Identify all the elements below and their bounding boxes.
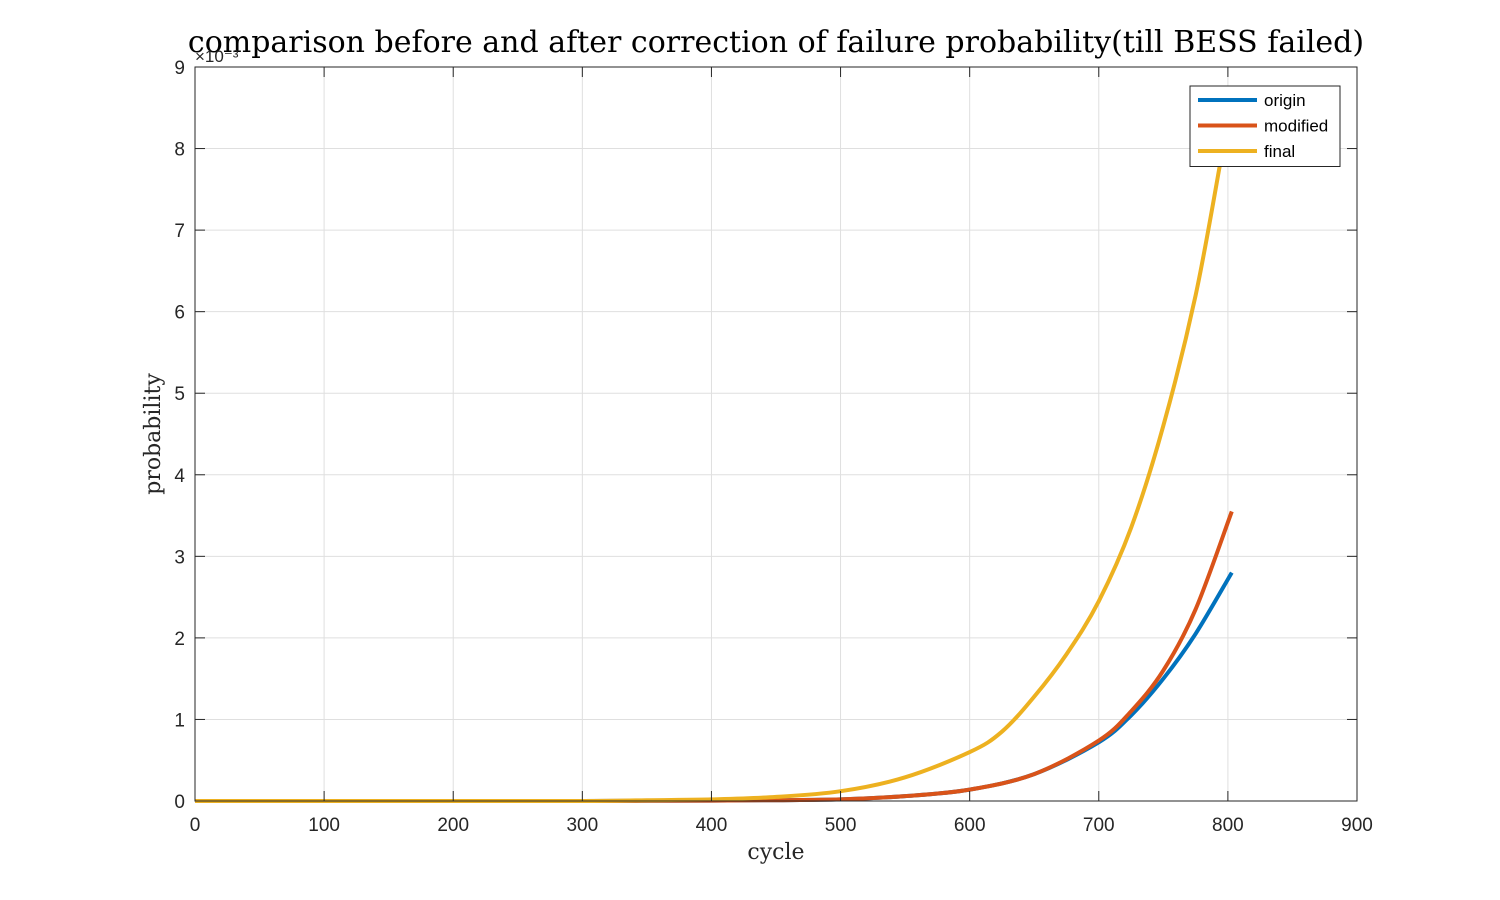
y-tick-label: 5 — [174, 384, 185, 405]
chart-title: comparison before and after correction o… — [188, 25, 1364, 60]
y-tick-label: 4 — [174, 466, 185, 487]
plot-area — [195, 67, 1357, 801]
axes-frame — [194, 66, 1358, 802]
tick-labels: 0 100 200 300 400 500 600 700 800 900 0 1 2 3 4 5 6 7 8 9 — [174, 58, 1372, 836]
legend-label-modified: modified — [1264, 117, 1328, 136]
x-tick-label: 900 — [1341, 815, 1373, 836]
y-tick-label: 6 — [174, 303, 185, 324]
y-tick-label: 3 — [174, 547, 185, 568]
x-tick-label: 0 — [190, 815, 201, 836]
x-axis-label: cycle — [747, 840, 804, 865]
x-tick-label: 100 — [308, 815, 340, 836]
y-tick-label: 1 — [174, 710, 185, 731]
x-tick-label: 500 — [825, 815, 857, 836]
y-tick-label: 8 — [174, 140, 185, 161]
legend-label-origin: origin — [1264, 91, 1306, 110]
y-tick-label: 2 — [174, 629, 185, 650]
x-tick-label: 800 — [1212, 815, 1244, 836]
x-tick-label: 700 — [1083, 815, 1115, 836]
x-tick-label: 200 — [437, 815, 469, 836]
y-axis-exponent: ×10⁻³ — [195, 47, 239, 66]
legend-label-final: final — [1264, 142, 1295, 161]
x-tick-label: 300 — [566, 815, 598, 836]
x-tick-label: 600 — [954, 815, 986, 836]
y-axis-label: probability — [141, 373, 166, 495]
y-tick-label: 7 — [174, 221, 185, 242]
legend: origin modified final — [1189, 85, 1341, 167]
x-tick-label: 400 — [696, 815, 728, 836]
y-tick-label: 9 — [174, 58, 185, 79]
axis-ticks — [194, 66, 1358, 802]
y-tick-label: 0 — [174, 792, 185, 813]
